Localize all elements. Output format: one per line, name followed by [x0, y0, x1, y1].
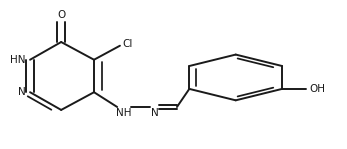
Text: OH: OH: [309, 84, 325, 94]
Text: HN: HN: [10, 55, 26, 65]
Text: N: N: [151, 108, 158, 118]
Text: Cl: Cl: [123, 39, 133, 49]
Text: NH: NH: [116, 108, 131, 118]
Text: N: N: [18, 87, 26, 97]
Text: O: O: [57, 10, 65, 20]
